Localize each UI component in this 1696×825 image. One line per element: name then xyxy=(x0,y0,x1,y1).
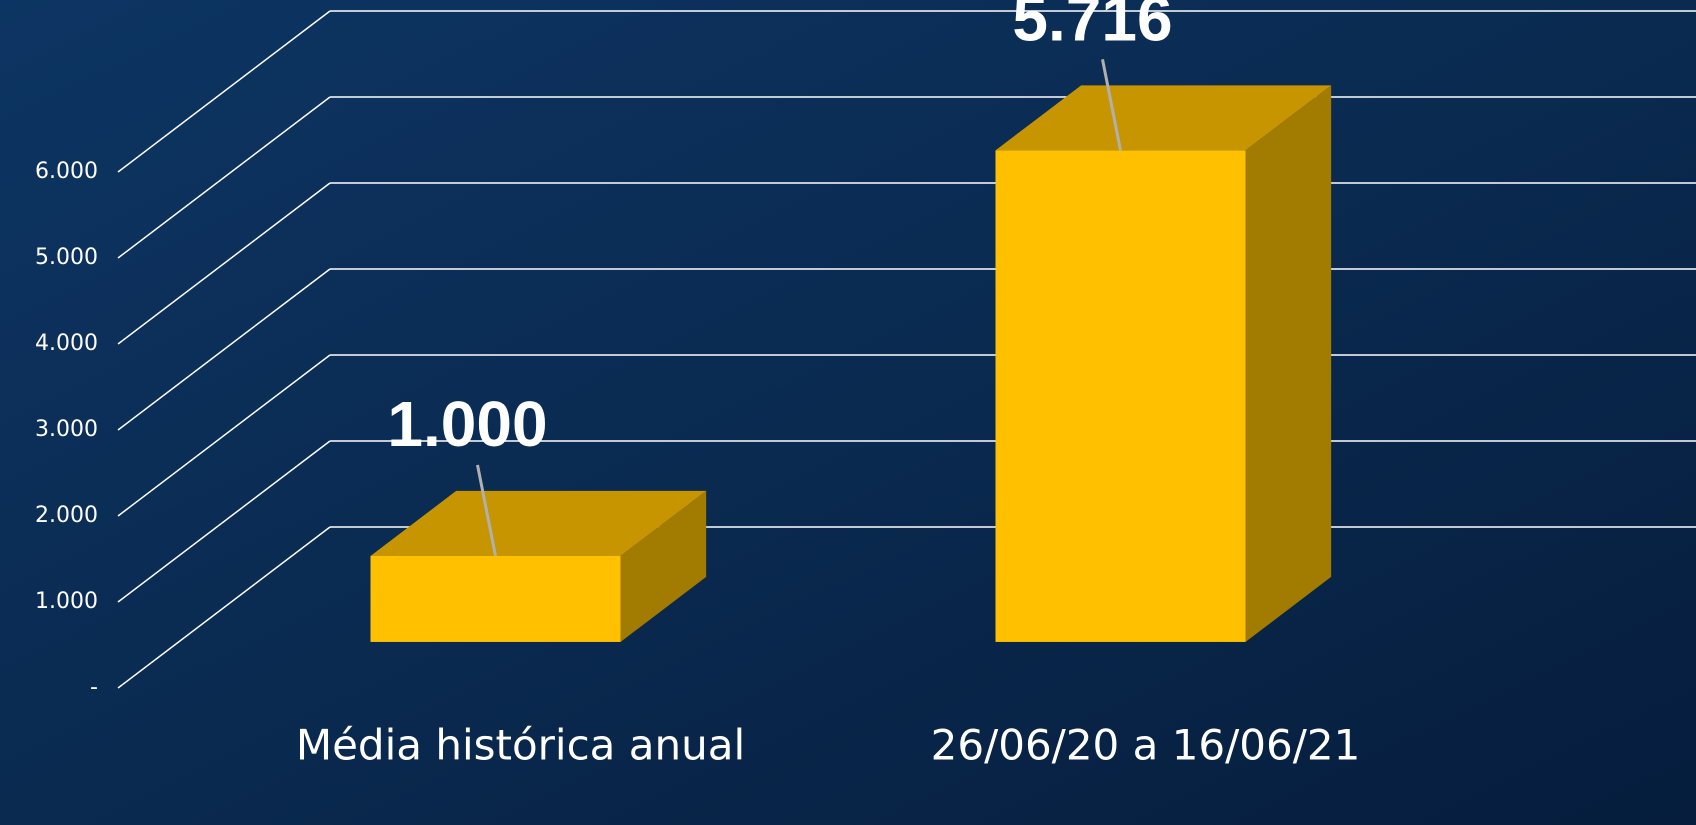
value-label: 5.716 xyxy=(1012,0,1172,54)
grid-line xyxy=(117,354,331,517)
bar-side xyxy=(620,490,707,642)
grid-line xyxy=(117,10,331,173)
y-tick-label: 2.000 xyxy=(35,503,98,528)
grid-line xyxy=(117,182,331,345)
grid-line xyxy=(117,96,331,259)
grid-line xyxy=(117,526,331,689)
bar-side xyxy=(1245,85,1332,642)
x-tick-label: 26/06/20 a 16/06/21 xyxy=(931,721,1361,770)
grid-line xyxy=(117,440,331,603)
y-tick-label: 5.000 xyxy=(35,245,98,270)
y-tick-label: 3.000 xyxy=(35,417,98,442)
bar xyxy=(370,555,621,642)
bar xyxy=(995,150,1246,642)
leader-line xyxy=(476,464,497,557)
x-tick-label: Média histórica anual xyxy=(296,721,745,770)
grid-line xyxy=(117,268,331,431)
y-tick-label: 1.000 xyxy=(35,589,98,614)
leader-line xyxy=(1101,59,1122,151)
bar-top xyxy=(995,85,1332,151)
bar-top xyxy=(370,490,707,556)
y-tick-label: 4.000 xyxy=(35,331,98,356)
y-tick-label: 6.000 xyxy=(35,159,98,184)
y-tick-label: - xyxy=(90,675,98,700)
value-label: 1.000 xyxy=(387,388,547,460)
plot: - 1.000 2.000 3.000 4.000 5.000 6.000 1.000 Médi… xyxy=(35,0,1696,770)
